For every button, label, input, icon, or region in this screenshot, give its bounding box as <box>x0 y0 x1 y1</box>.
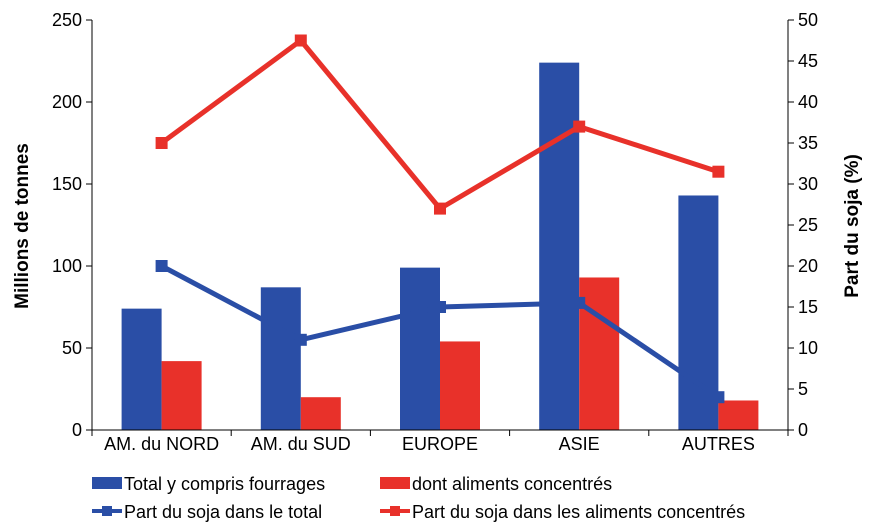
x-tick-label-1: AM. du SUD <box>251 434 351 454</box>
legend-marker-3 <box>390 506 400 516</box>
x-tick-label-2: EUROPE <box>402 434 478 454</box>
bar-total-3 <box>539 62 580 430</box>
y-tick-label-0: 0 <box>72 420 82 440</box>
marker-part-concentres-0 <box>155 137 168 149</box>
legend-label-0: Total y compris fourrages <box>124 474 325 494</box>
bars-layer <box>121 62 759 430</box>
marker-part-total-0 <box>155 260 168 272</box>
line-part-concentres <box>160 38 720 212</box>
bar-concentres-0 <box>161 361 202 430</box>
marker-part-total-1 <box>294 333 307 346</box>
bar-total-2 <box>400 267 440 430</box>
bar-concentres-2 <box>440 341 480 430</box>
marker-part-concentres-2 <box>434 202 446 215</box>
marker-part-concentres-4 <box>712 165 725 178</box>
marker-part-total-4 <box>712 391 725 404</box>
marker-part-concentres-3 <box>573 120 586 133</box>
legend-label-2: Part du soja dans le total <box>124 502 322 522</box>
bar-concentres-3 <box>579 277 620 430</box>
y-tick-label-4: 200 <box>52 92 82 112</box>
y2-tick-label-6: 30 <box>798 174 818 194</box>
y2-tick-label-9: 45 <box>798 51 818 71</box>
marker-part-total-3 <box>573 296 586 309</box>
x-tick-label-3: ASIE <box>559 434 600 454</box>
y-tick-label-1: 50 <box>62 338 82 358</box>
y-tick-label-5: 250 <box>52 10 82 30</box>
y-axis-title: Millions de tonnes <box>12 143 33 309</box>
y2-tick-label-4: 20 <box>798 256 818 276</box>
y-tick-label-2: 100 <box>52 256 82 276</box>
y2-axis-title: Part du soja (%) <box>842 154 863 298</box>
bar-total-0 <box>121 308 162 430</box>
lines-layer <box>155 34 725 404</box>
y2-tick-label-5: 25 <box>798 215 818 235</box>
bar-concentres-1 <box>300 397 341 430</box>
x-tick-label-0: AM. du NORD <box>104 434 219 454</box>
legend: Total y compris fourrages dont aliments c… <box>92 474 745 522</box>
legend-label-3: Part du soja dans les aliments concentré… <box>412 502 745 522</box>
legend-label-1: dont aliments concentrés <box>412 474 612 494</box>
y2-tick-label-8: 40 <box>798 92 818 112</box>
legend-marker-2 <box>102 506 112 516</box>
legend-swatch-0 <box>92 477 122 489</box>
y2-tick-label-3: 15 <box>798 297 818 317</box>
y2-tick-label-1: 5 <box>798 379 808 399</box>
axes-layer: 0 50 100 150 200 250 0 5 10 15 20 25 30 35 40 45 50 AM. d… <box>52 10 818 454</box>
marker-part-total-2 <box>434 301 446 313</box>
y2-tick-label-7: 35 <box>798 133 818 153</box>
y-tick-label-3: 150 <box>52 174 82 194</box>
marker-part-concentres-1 <box>294 34 307 47</box>
y2-tick-label-0: 0 <box>798 420 808 440</box>
bar-concentres-4 <box>718 400 759 430</box>
legend-swatch-1 <box>380 477 410 489</box>
x-tick-label-4: AUTRES <box>682 434 755 454</box>
y2-tick-label-10: 50 <box>798 10 818 30</box>
y2-tick-label-2: 10 <box>798 338 818 358</box>
bar-total-1 <box>260 287 301 430</box>
